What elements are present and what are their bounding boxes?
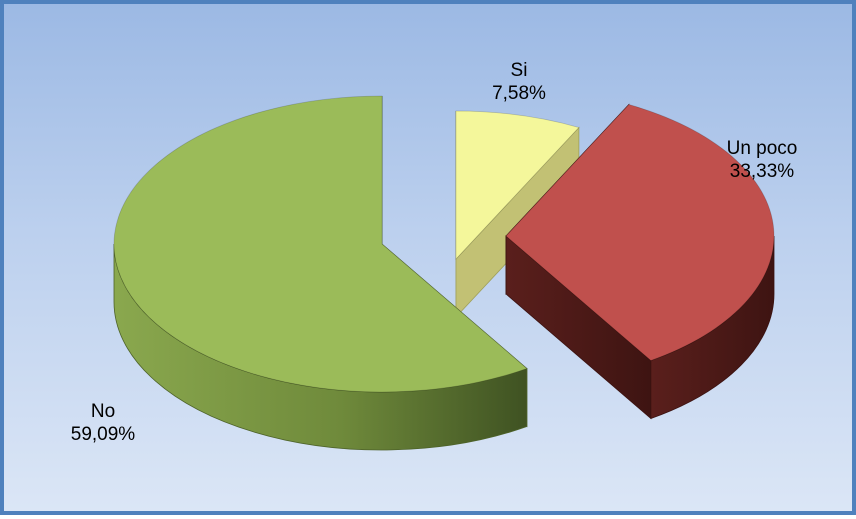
slice-si xyxy=(455,110,580,261)
label-si-name: Si xyxy=(510,60,528,81)
label-no-name: No xyxy=(90,401,116,422)
label-un-poco: Un poco 33,33% xyxy=(702,137,822,183)
label-un-poco-value: 33,33% xyxy=(729,161,795,182)
slice-no xyxy=(113,95,528,393)
label-no: No 59,09% xyxy=(48,400,158,446)
pie-chart xyxy=(113,95,775,451)
label-si-value: 7,58% xyxy=(492,83,546,104)
slice-un-poco xyxy=(505,104,775,361)
label-no-value: 59,09% xyxy=(70,424,136,445)
label-si: Si 7,58% xyxy=(474,59,564,105)
label-un-poco-name: Un poco xyxy=(726,138,798,159)
